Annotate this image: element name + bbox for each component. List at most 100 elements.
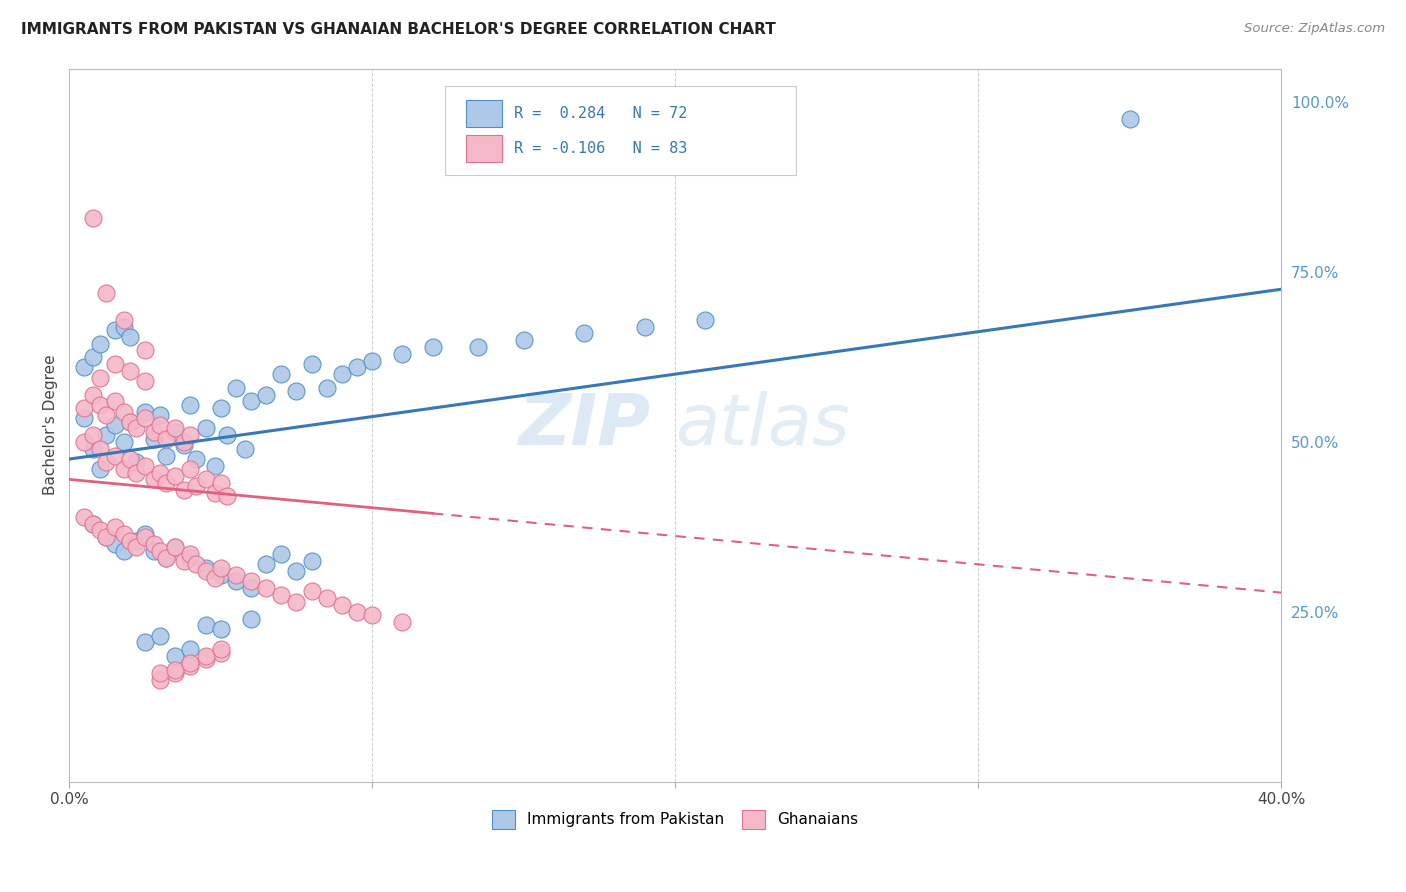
Point: [104, 449, 127, 463]
Point: [149, 418, 172, 433]
Point: [82, 516, 104, 531]
Point: [209, 475, 232, 490]
Point: [209, 567, 232, 582]
Point: [179, 659, 201, 673]
Point: [94, 530, 117, 544]
Point: [270, 367, 292, 381]
Point: [94, 428, 117, 442]
Legend: Immigrants from Pakistan, Ghanaians: Immigrants from Pakistan, Ghanaians: [485, 804, 865, 835]
Point: [346, 360, 368, 375]
Text: ZIP: ZIP: [519, 391, 651, 459]
Point: [186, 452, 208, 467]
Point: [233, 442, 256, 456]
Text: atlas: atlas: [675, 391, 849, 459]
Point: [73, 401, 96, 416]
Point: [194, 564, 217, 578]
Point: [155, 550, 177, 565]
Point: [240, 574, 263, 589]
Point: [112, 543, 135, 558]
Point: [254, 558, 277, 572]
Point: [112, 404, 135, 418]
Point: [155, 432, 177, 446]
Point: [94, 530, 117, 544]
Point: [134, 458, 156, 473]
Point: [104, 323, 127, 337]
Point: [301, 584, 323, 599]
Point: [118, 415, 141, 429]
Point: [125, 541, 148, 555]
Point: [165, 469, 187, 483]
Point: [361, 353, 384, 368]
Point: [112, 526, 135, 541]
Point: [179, 547, 201, 561]
Point: [125, 466, 148, 480]
Point: [104, 520, 127, 534]
Text: IMMIGRANTS FROM PAKISTAN VS GHANAIAN BACHELOR'S DEGREE CORRELATION CHART: IMMIGRANTS FROM PAKISTAN VS GHANAIAN BAC…: [21, 22, 776, 37]
Point: [94, 455, 117, 469]
Point: [149, 408, 172, 422]
Y-axis label: Bachelor's Degree: Bachelor's Degree: [44, 355, 58, 495]
Point: [118, 415, 141, 429]
Point: [165, 421, 187, 435]
Point: [204, 486, 226, 500]
Point: [89, 442, 111, 456]
Point: [285, 595, 308, 609]
Point: [73, 435, 96, 450]
Point: [301, 554, 323, 568]
Point: [285, 564, 308, 578]
Point: [215, 490, 238, 504]
Point: [186, 558, 208, 572]
Point: [73, 509, 96, 524]
Point: [112, 319, 135, 334]
Point: [194, 648, 217, 663]
Point: [179, 428, 201, 442]
Point: [104, 418, 127, 433]
Point: [143, 432, 166, 446]
Point: [467, 340, 489, 354]
Point: [173, 483, 195, 497]
Point: [149, 665, 172, 680]
Point: [143, 425, 166, 439]
Point: [173, 554, 195, 568]
Point: [194, 472, 217, 486]
Point: [165, 541, 187, 555]
Point: [1118, 112, 1140, 127]
Point: [240, 612, 263, 626]
Point: [112, 462, 135, 476]
Point: [194, 618, 217, 632]
Point: [346, 605, 368, 619]
Point: [179, 656, 201, 670]
Point: [82, 442, 104, 456]
Point: [125, 455, 148, 469]
Point: [165, 425, 187, 439]
Point: [143, 543, 166, 558]
Point: [149, 629, 172, 643]
Point: [134, 343, 156, 358]
Point: [225, 381, 247, 395]
Point: [118, 330, 141, 344]
Point: [204, 458, 226, 473]
Point: [82, 211, 104, 225]
Point: [179, 642, 201, 657]
Point: [209, 642, 232, 657]
Point: [165, 663, 187, 677]
Point: [285, 384, 308, 398]
Point: [94, 285, 117, 300]
Point: [240, 394, 263, 409]
Point: [165, 648, 187, 663]
Point: [209, 646, 232, 660]
Point: [209, 560, 232, 574]
Point: [315, 381, 337, 395]
Point: [149, 466, 172, 480]
Point: [89, 524, 111, 538]
Point: [82, 516, 104, 531]
Point: [104, 357, 127, 371]
Point: [270, 547, 292, 561]
Point: [118, 364, 141, 378]
Point: [254, 581, 277, 595]
Point: [391, 615, 413, 629]
Point: [134, 411, 156, 425]
Point: [173, 435, 195, 450]
Point: [173, 438, 195, 452]
Text: R =  0.284   N = 72: R = 0.284 N = 72: [515, 106, 688, 121]
